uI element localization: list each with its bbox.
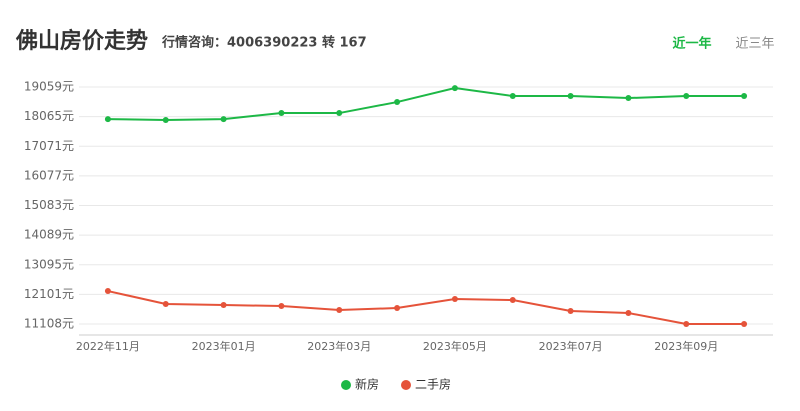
data-point xyxy=(278,110,285,117)
data-point xyxy=(509,297,516,304)
x-tick-label: 2023年09月 xyxy=(654,339,718,353)
y-tick-label: 17071元 xyxy=(24,139,74,153)
x-tick-label: 2023年05月 xyxy=(423,339,487,353)
data-point xyxy=(567,93,574,100)
subtitle: 行情咨询：4006390223 转 167 xyxy=(161,35,367,51)
data-point xyxy=(625,310,632,317)
data-point xyxy=(509,93,516,100)
y-tick-label: 11108元 xyxy=(24,317,74,331)
data-point xyxy=(741,93,748,100)
data-point xyxy=(220,302,227,309)
y-tick-label: 15083元 xyxy=(24,198,74,212)
y-tick-label: 18065元 xyxy=(24,109,74,123)
data-point xyxy=(220,116,227,123)
data-point xyxy=(567,308,574,315)
y-tick-label: 16077元 xyxy=(24,168,74,182)
data-point xyxy=(394,99,401,106)
data-point xyxy=(741,321,748,328)
data-point xyxy=(162,301,169,308)
data-point xyxy=(625,95,632,102)
data-point xyxy=(336,110,343,117)
legend-marker xyxy=(341,380,351,390)
data-point xyxy=(278,303,285,310)
data-point xyxy=(683,321,690,328)
x-tick-label: 2023年07月 xyxy=(539,339,603,353)
data-point xyxy=(451,296,458,303)
tab[interactable]: 近三年 xyxy=(735,37,774,52)
legend-marker xyxy=(401,380,411,390)
data-point xyxy=(683,93,690,100)
y-tick-label: 14089元 xyxy=(24,228,74,242)
series-line xyxy=(107,290,745,326)
legend-label: 新房 xyxy=(355,377,379,392)
data-point xyxy=(104,116,111,123)
data-point xyxy=(336,307,343,314)
tab-active[interactable]: 近一年 xyxy=(672,36,711,52)
y-tick-label: 19059元 xyxy=(24,80,74,94)
series-line xyxy=(107,87,745,122)
data-point xyxy=(451,85,458,92)
data-point xyxy=(162,117,169,124)
page-title: 佛山房价走势 xyxy=(15,28,148,54)
y-tick-label: 12101元 xyxy=(24,287,74,301)
y-tick-label: 13095元 xyxy=(24,257,74,271)
x-tick-label: 2023年01月 xyxy=(192,339,256,353)
data-point xyxy=(394,305,401,312)
data-point xyxy=(104,288,111,295)
x-tick-label: 2023年03月 xyxy=(307,339,371,353)
x-tick-label: 2022年11月 xyxy=(76,339,140,353)
legend-label: 二手房 xyxy=(415,377,451,392)
